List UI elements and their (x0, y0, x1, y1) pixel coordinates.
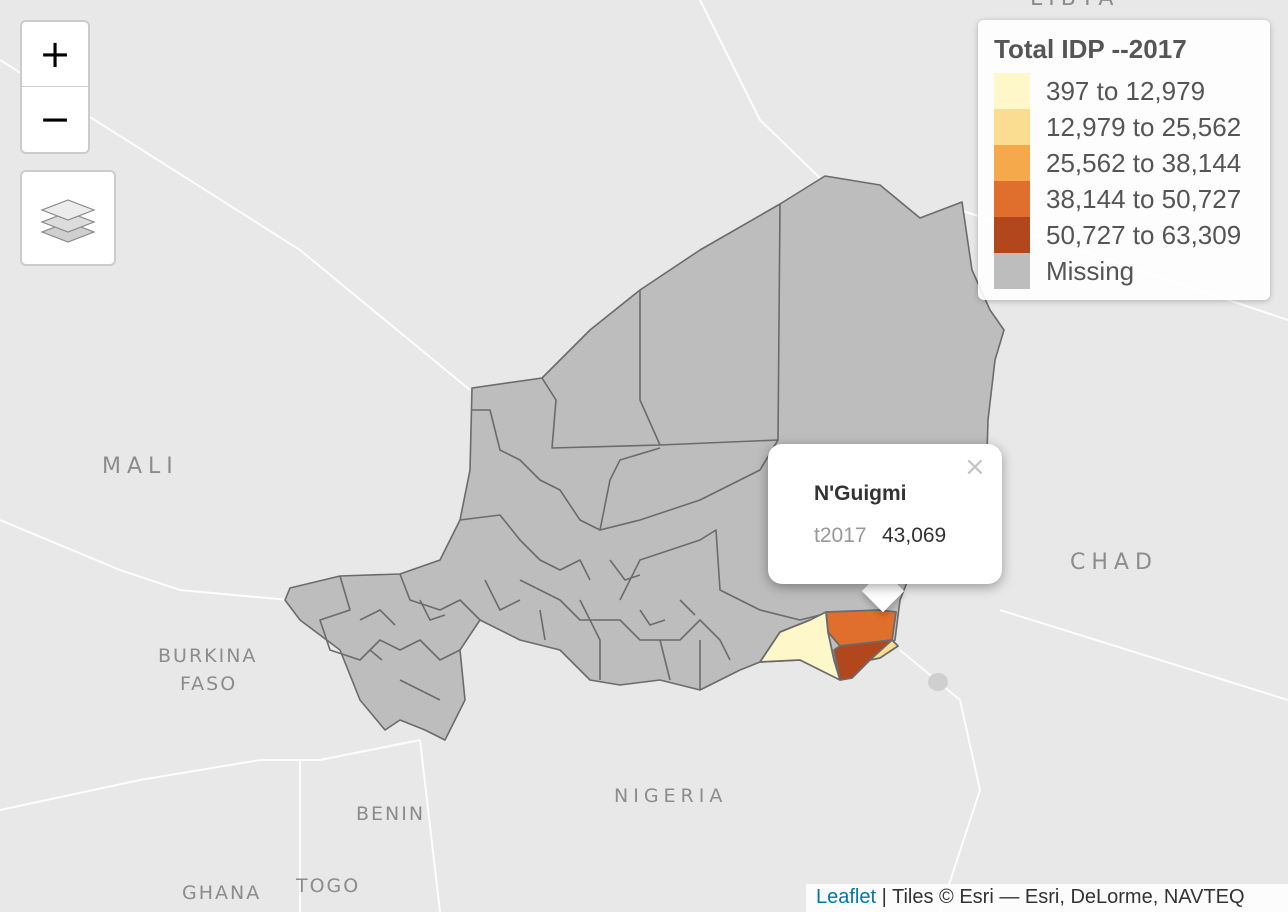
legend-swatch (994, 109, 1030, 145)
legend-item: 25,562 to 38,144 (994, 145, 1254, 181)
popup-title: N'Guigmi (814, 482, 907, 505)
layers-button[interactable] (20, 170, 116, 266)
attribution: Leaflet | Tiles © Esri — Esri, DeLorme, … (806, 884, 1288, 912)
leaflet-link[interactable]: Leaflet (816, 886, 877, 908)
legend-label: 38,144 to 50,727 (1046, 183, 1242, 214)
country-label-faso: FASO (180, 673, 238, 695)
legend-label: 397 to 12,979 (1046, 75, 1206, 106)
country-label-togo: TOGO (296, 875, 361, 897)
popup: × N'Guigmi t2017 43,069 (768, 444, 1002, 584)
legend-label: Missing (1046, 255, 1135, 286)
zoom-in-button[interactable]: + (22, 22, 88, 87)
legend-swatch (994, 217, 1030, 253)
legend-swatch (994, 181, 1030, 217)
zoom-out-button[interactable]: − (39, 97, 71, 141)
legend-swatch (994, 73, 1030, 109)
country-label-burkina: BURKINA (158, 645, 258, 667)
legend-title: Total IDP --2017 (994, 34, 1187, 64)
legend-swatch (994, 253, 1030, 289)
legend-item: 38,144 to 50,727 (994, 181, 1254, 217)
popup-field-key: t2017 (814, 524, 867, 547)
legend-swatch (994, 145, 1030, 181)
legend-item: 397 to 12,979 (994, 73, 1254, 109)
popup-close-button[interactable]: × (964, 452, 986, 482)
legend-label: 12,979 to 25,562 (1046, 111, 1242, 142)
country-label-mali: MALI (102, 454, 179, 479)
attribution-text: | Tiles © Esri — Esri, DeLorme, NAVTEQ (876, 886, 1245, 908)
niger-regions (284, 175, 1005, 741)
legend-label: 25,562 to 38,144 (1046, 147, 1242, 178)
country-label-chad: CHAD (1070, 550, 1158, 575)
legend-item: 50,727 to 63,309 (994, 217, 1254, 253)
region-low-2 (869, 639, 899, 661)
legend-item: Missing (994, 253, 1254, 289)
legend-item: 12,979 to 25,562 (994, 109, 1254, 145)
legend-label: 50,727 to 63,309 (1046, 219, 1242, 250)
country-label-libya: LIBYA (1030, 0, 1119, 11)
layers-icon (40, 199, 96, 243)
country-label-nigeria: NIGERIA (614, 785, 728, 807)
popup-field-value: 43,069 (882, 524, 947, 547)
niger-outline (284, 175, 1005, 741)
country-label-benin: BENIN (356, 803, 426, 825)
legend: Total IDP --2017 397 to 12,979 12,979 to… (978, 20, 1270, 300)
country-label-ghana: GHANA (182, 882, 262, 904)
zoom-control: + − (20, 20, 90, 154)
